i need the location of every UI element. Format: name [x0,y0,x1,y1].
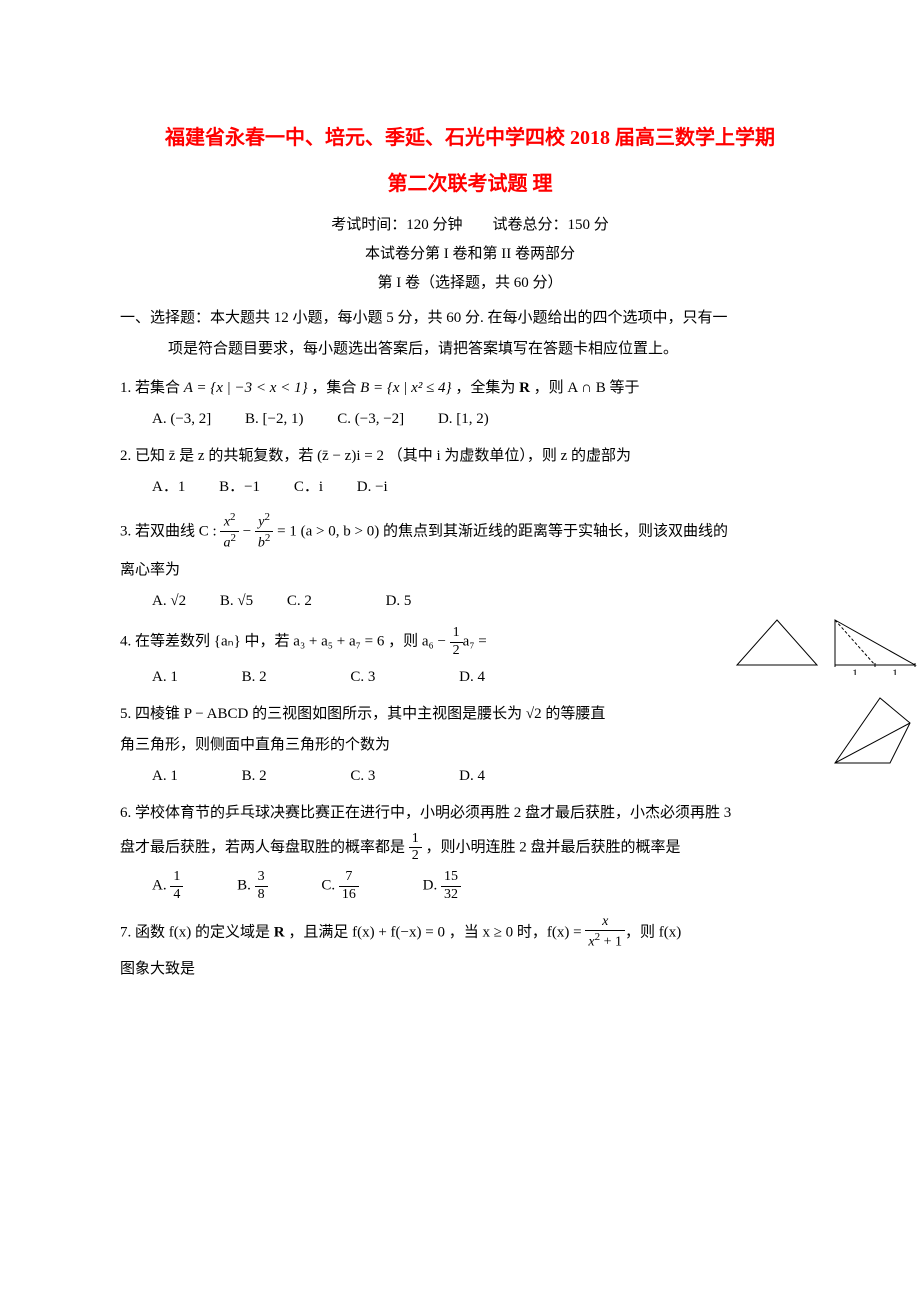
q5-opt-d: D. 4 [459,763,485,790]
q1-set-b: B = {x | x² ≤ 4} [360,380,451,396]
q7-line2: 图象大致是 [120,956,820,983]
q4-opt-d: D. 4 [459,664,485,691]
q2-opt-d: D. −i [357,474,388,501]
q4-options: A. 1 B. 2 C. 3 D. 4 [152,664,820,691]
q3-opt-a: A. √2 [152,588,186,615]
svg-text:1: 1 [852,666,858,675]
q7-mid: ，且满足 f(x) + f(−x) = 0 ，当 x ≥ 0 时，f(x) = [285,924,586,940]
q1-set-a: A = {x | −3 < x < 1} [184,380,308,396]
q3-opt-c: C. 2 [287,588,312,615]
q6-opt-b: B. 38 [237,869,268,904]
q7-frac: xx2 + 1 [585,914,625,952]
q6-line2-post: ，则小明连胜 2 盘并最后获胜的概率是 [422,839,681,855]
question-3: 3. 若双曲线 C : x2a2 − y2b2 = 1 (a > 0, b > … [120,511,820,553]
q3-pre: 3. 若双曲线 C : [120,523,220,539]
q5-options: A. 1 B. 2 C. 3 D. 4 [152,763,820,790]
q7-R: R [274,924,285,940]
instructions-line-2: 项是符合题目要求，每小题选出答案后，请把答案填写在答题卡相应位置上。 [168,336,820,363]
q1-opt-c: C. (−3, −2] [337,406,404,433]
q3-post: (a > 0, b > 0) 的焦点到其渐近线的距离等于实轴长，则该双曲线的 [301,523,728,539]
question-2: 2. 已知 z̄ 是 z 的共轭复数，若 (z̄ − z)i = 2 （其中 i… [120,443,820,470]
exam-time: 考试时间：120 分钟 试卷总分：150 分 [120,212,820,239]
q6-options: A. 14 B. 38 C. 716 D. 1532 [152,869,820,904]
question-5: 5. 四棱锥 P − ABCD 的三视图如图所示，其中主视图是腰长为 √2 的等… [120,701,820,728]
q3-opt-b: B. √5 [220,588,253,615]
question-7: 7. 函数 f(x) 的定义域是 R ，且满足 f(x) + f(−x) = 0… [120,914,820,952]
q4-opt-c: C. 3 [350,664,375,691]
q5-figure [830,693,915,768]
question-1: 1. 若集合 A = {x | −3 < x < 1} ，集合 B = {x |… [120,375,820,402]
q1-mid2: ，全集为 [452,380,520,396]
q6-line2-pre: 盘才最后获胜，若两人每盘取胜的概率都是 [120,839,409,855]
q3-frac2: y2b2 [255,511,274,553]
q5-opt-a: A. 1 [152,763,178,790]
q5-opt-b: B. 2 [242,763,267,790]
q7-pre: 7. 函数 f(x) 的定义域是 [120,924,274,940]
q1-opt-b: B. [−2, 1) [245,406,303,433]
q5-line1: 5. 四棱锥 P − ABCD 的三视图如图所示，其中主视图是腰长为 √2 的等… [120,706,605,722]
q1-opt-d: D. [1, 2) [438,406,489,433]
q2-opt-a: A．1 [152,474,185,501]
q1-opt-a: A. (−3, 2] [152,406,211,433]
exam-parts: 本试卷分第 I 卷和第 II 卷两部分 [120,241,820,268]
q3-options: A. √2 B. √5 C. 2 D. 5 [152,588,820,615]
right-triangle-icon: 1 1 [830,615,920,675]
q6-opt-a: A. 14 [152,869,183,904]
q4-opt-b: B. 2 [242,664,267,691]
question-4: 4. 在等差数列 {aₙ} 中，若 a₃ + a₅ + a₇ = 6 ，则 a₆… [120,625,820,660]
q5-line2: 角三角形，则侧面中直角三角形的个数为 [120,732,820,759]
question-6-line1: 6. 学校体育节的乒乓球决赛比赛正在进行中，小明必须再胜 2 盘才最后获胜，小杰… [120,800,820,827]
q6-opt-d: D. 1532 [423,869,461,904]
title-line-2: 第二次联考试题 理 [120,166,820,202]
q6-half: 12 [409,831,422,866]
section-heading: 第 I 卷（选择题，共 60 分） [120,270,820,297]
q1-post: ，则 A ∩ B 等于 [530,380,640,396]
triangle-icon [732,615,822,670]
quad-icon [830,693,915,768]
q6-opt-c: C. 716 [321,869,359,904]
q3-line2: 离心率为 [120,557,820,584]
svg-text:1: 1 [892,666,898,675]
q1-options: A. (−3, 2] B. [−2, 1) C. (−3, −2] D. [1,… [152,406,820,433]
q4-opt-a: A. 1 [152,664,178,691]
q5-opt-c: C. 3 [350,763,375,790]
q1-mid1: ，集合 [308,380,361,396]
q3-opt-d: D. 5 [386,588,412,615]
q4-figures: 1 1 [732,615,920,675]
q1-R: R [519,380,530,396]
q4-half: 12 [450,625,463,660]
title-line-1: 福建省永春一中、培元、季延、石光中学四校 2018 届高三数学上学期 [120,120,820,156]
question-6-line2: 盘才最后获胜，若两人每盘取胜的概率都是 12 ，则小明连胜 2 盘并最后获胜的概… [120,831,820,866]
q3-frac1: x2a2 [220,511,239,553]
q2-options: A．1 B．−1 C．i D. −i [152,474,820,501]
q1-text-pre: 1. 若集合 [120,380,184,396]
q4-pre: 4. 在等差数列 {aₙ} 中，若 a₃ + a₅ + a₇ = 6 ，则 a₆… [120,634,450,650]
instructions-line-1: 一、选择题：本大题共 12 小题，每小题 5 分，共 60 分. 在每小题给出的… [120,305,820,332]
q2-opt-c: C．i [294,474,323,501]
q2-opt-b: B．−1 [219,474,260,501]
q7-post: ，则 f(x) [625,924,681,940]
q4-post: a₇ = [463,634,487,650]
